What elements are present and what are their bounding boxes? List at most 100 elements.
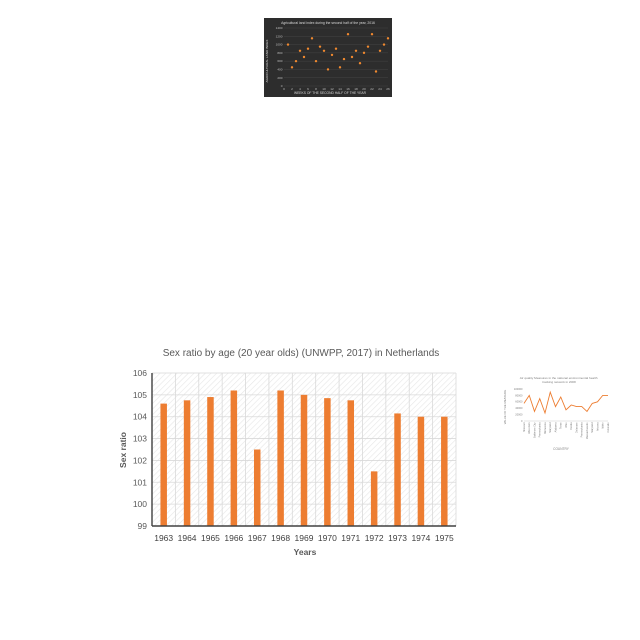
bar-y-tick-label: 101 bbox=[133, 477, 147, 487]
bar-x-tick-label: 1975 bbox=[435, 533, 454, 543]
bar bbox=[230, 390, 238, 526]
scatter-x-tick-label: 6 bbox=[307, 87, 309, 91]
line-y-axis-label: VALUE OF THE MEASURE bbox=[503, 390, 507, 425]
scatter-point bbox=[386, 37, 390, 40]
bar-x-tick-label: 1963 bbox=[154, 533, 173, 543]
line-x-tick-label: Alabama bbox=[554, 422, 557, 432]
scatter-x-tick-label: 20 bbox=[362, 87, 366, 91]
bar-y-tick-label: 106 bbox=[133, 368, 147, 378]
bar-y-tick-label: 104 bbox=[133, 412, 147, 422]
scatter-y-tick-label: 400 bbox=[277, 68, 282, 72]
line-y-tick-label: 80000 bbox=[515, 393, 523, 397]
bar bbox=[370, 471, 378, 526]
scatter-point bbox=[330, 53, 334, 57]
bar bbox=[300, 394, 308, 526]
scatter-x-tick-label: 26 bbox=[386, 87, 390, 91]
scatter-point bbox=[286, 43, 290, 46]
scatter-point bbox=[378, 49, 382, 52]
line-y-tick-label: 0 bbox=[521, 419, 523, 423]
line-x-tick-label: Pennsylvania bbox=[581, 422, 584, 437]
scatter-point bbox=[306, 47, 310, 50]
bar bbox=[441, 416, 448, 526]
bar-x-tick-label: 1972 bbox=[365, 533, 384, 543]
scatter-y-tick-label: 1200 bbox=[276, 34, 283, 38]
bar-x-tick-label: 1966 bbox=[224, 533, 243, 543]
bar-y-tick-label: 103 bbox=[133, 434, 147, 444]
line-x-tick-label: Baltimore City bbox=[533, 422, 536, 438]
bar-x-tick-label: 1974 bbox=[411, 533, 430, 543]
bar-x-axis-label: Years bbox=[294, 547, 317, 557]
line-x-tick-label: Texas bbox=[560, 422, 563, 429]
scatter-chart: Agricultural land index during the secon… bbox=[264, 18, 392, 97]
scatter-point bbox=[334, 47, 338, 50]
line-x-tick-label: Idaho bbox=[602, 422, 605, 429]
bar bbox=[347, 400, 355, 526]
line-x-tick-label: Pennsylvania bbox=[539, 422, 542, 437]
line-x-tick-label: Missouri bbox=[523, 422, 526, 432]
scatter-y-tick-label: 1400 bbox=[276, 26, 283, 30]
line-x-tick-label: Minnesota bbox=[544, 422, 547, 434]
line-chart: Air quality Measures in the national env… bbox=[500, 372, 616, 454]
scatter-point bbox=[350, 55, 354, 59]
scatter-point bbox=[354, 49, 358, 52]
bar-chart-svg: Sex ratio by age (20 year olds) (UNWPP, … bbox=[118, 348, 457, 557]
line-chart-title-line-2: tracking network in 2008 bbox=[542, 380, 576, 384]
scatter-point bbox=[314, 59, 318, 63]
scatter-x-tick-label: 14 bbox=[338, 87, 342, 91]
line-chart-title: Air quality Measures in the national env… bbox=[520, 376, 599, 384]
bar bbox=[253, 449, 261, 526]
scatter-point bbox=[366, 45, 370, 48]
scatter-y-tick-label: 800 bbox=[277, 51, 282, 55]
bar bbox=[160, 403, 167, 526]
line-chart-title-line-1: Air quality Measures in the national env… bbox=[520, 376, 598, 380]
scatter-point bbox=[290, 66, 294, 69]
bar-x-tick-label: 1973 bbox=[388, 533, 407, 543]
scatter-point bbox=[382, 43, 386, 46]
line-y-tick-label: 20000 bbox=[515, 413, 523, 417]
scatter-point bbox=[338, 66, 342, 69]
bar-y-tick-label: 100 bbox=[133, 499, 147, 509]
scatter-y-tick-label: 200 bbox=[277, 76, 282, 80]
line-y-tick-label: 40000 bbox=[515, 406, 523, 410]
scatter-point bbox=[310, 37, 314, 40]
line-x-tick-label: Ohio bbox=[565, 422, 568, 428]
scatter-x-axis-label: WEEKS OF THE SECOND HALF OF THE YEAR bbox=[294, 91, 367, 95]
scatter-point bbox=[374, 70, 378, 73]
scatter-x-tick-label: 4 bbox=[299, 87, 301, 91]
bar bbox=[183, 400, 191, 526]
bar bbox=[277, 390, 284, 526]
scatter-x-tick-label: 12 bbox=[330, 87, 334, 91]
bar-x-tick-label: 1970 bbox=[318, 533, 337, 543]
bar-y-axis-label: Sex ratio bbox=[118, 432, 128, 468]
bar bbox=[394, 413, 401, 526]
bar-y-tick-label: 102 bbox=[133, 455, 147, 465]
bar-y-tick-label: 99 bbox=[138, 521, 148, 531]
bar-chart-title: Sex ratio by age (20 year olds) (UNWPP, … bbox=[163, 348, 440, 359]
bar-chart: Sex ratio by age (20 year olds) (UNWPP, … bbox=[110, 338, 470, 568]
scatter-point bbox=[342, 57, 346, 61]
scatter-point bbox=[298, 49, 302, 52]
scatter-point bbox=[322, 49, 326, 52]
scatter-point bbox=[294, 59, 298, 63]
bar-x-tick-label: 1965 bbox=[201, 533, 220, 543]
scatter-y-tick-label: 600 bbox=[277, 59, 282, 63]
bar bbox=[207, 397, 214, 526]
line-x-tick-label: Massachusetts bbox=[586, 422, 589, 439]
scatter-y-tick-label: 0 bbox=[281, 84, 283, 88]
bar bbox=[417, 416, 425, 526]
scatter-point bbox=[358, 62, 362, 65]
bar-x-tick-label: 1964 bbox=[178, 533, 197, 543]
scatter-point bbox=[370, 33, 374, 36]
line-chart-svg: Air quality Measures in the national env… bbox=[503, 376, 610, 451]
scatter-x-tick-label: 8 bbox=[315, 87, 317, 91]
line-x-tick-label: Colorado bbox=[607, 422, 610, 433]
scatter-point bbox=[302, 55, 306, 59]
scatter-x-tick-label: 0 bbox=[283, 87, 285, 91]
scatter-x-tick-label: 16 bbox=[346, 87, 350, 91]
scatter-background bbox=[264, 18, 392, 97]
bar-x-tick-label: 1968 bbox=[271, 533, 290, 543]
line-x-tick-label: Florida bbox=[570, 422, 573, 430]
scatter-chart-svg: Agricultural land index during the secon… bbox=[264, 18, 392, 97]
line-x-tick-label: Arizona bbox=[596, 422, 599, 431]
line-y-tick-label: 60000 bbox=[515, 400, 523, 404]
